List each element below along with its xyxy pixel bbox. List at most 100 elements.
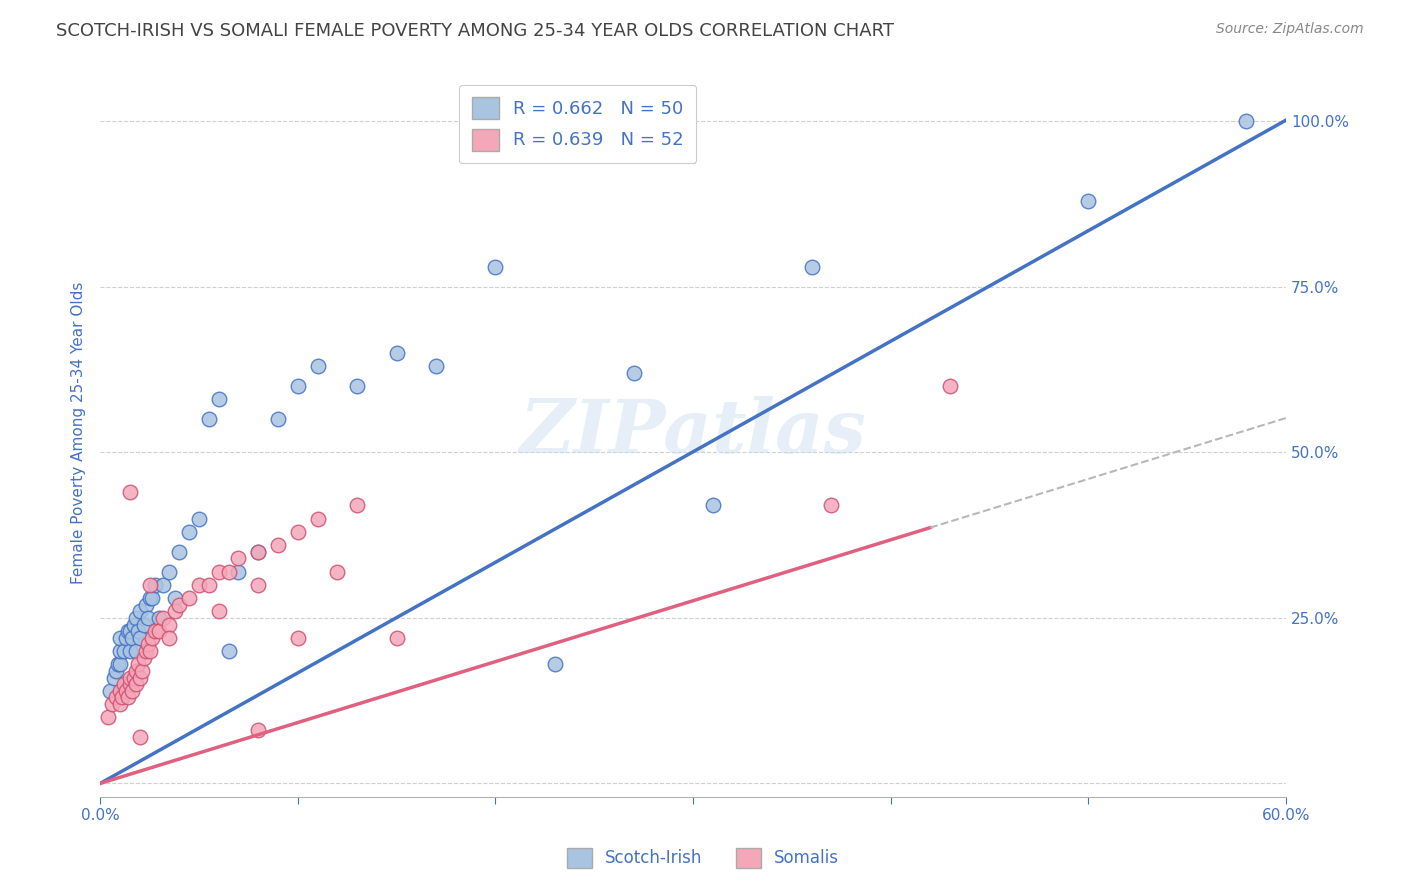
Legend: Scotch-Irish, Somalis: Scotch-Irish, Somalis bbox=[560, 841, 846, 875]
Point bbox=[108, 631, 131, 645]
Point bbox=[247, 578, 270, 592]
Point bbox=[208, 604, 231, 618]
Point bbox=[800, 260, 823, 274]
Point bbox=[165, 591, 187, 606]
Point bbox=[623, 366, 645, 380]
Point bbox=[138, 644, 160, 658]
Point bbox=[385, 631, 408, 645]
Point bbox=[112, 644, 135, 658]
Point bbox=[121, 683, 143, 698]
Point bbox=[121, 631, 143, 645]
Point bbox=[287, 379, 309, 393]
Point bbox=[104, 664, 127, 678]
Point bbox=[287, 631, 309, 645]
Point bbox=[167, 598, 190, 612]
Point bbox=[148, 611, 170, 625]
Legend: R = 0.662   N = 50, R = 0.639   N = 52: R = 0.662 N = 50, R = 0.639 N = 52 bbox=[458, 85, 696, 163]
Point bbox=[165, 604, 187, 618]
Point bbox=[157, 565, 180, 579]
Point bbox=[177, 524, 200, 539]
Point bbox=[98, 683, 121, 698]
Point bbox=[135, 644, 157, 658]
Point bbox=[702, 499, 724, 513]
Point bbox=[135, 598, 157, 612]
Point bbox=[127, 624, 149, 639]
Point bbox=[138, 591, 160, 606]
Point bbox=[247, 545, 270, 559]
Point bbox=[218, 565, 240, 579]
Point bbox=[128, 671, 150, 685]
Point bbox=[128, 730, 150, 744]
Point bbox=[125, 611, 148, 625]
Point bbox=[108, 683, 131, 698]
Point bbox=[118, 485, 141, 500]
Point bbox=[152, 611, 174, 625]
Y-axis label: Female Poverty Among 25-34 Year Olds: Female Poverty Among 25-34 Year Olds bbox=[72, 281, 86, 583]
Point bbox=[208, 392, 231, 407]
Text: SCOTCH-IRISH VS SOMALI FEMALE POVERTY AMONG 25-34 YEAR OLDS CORRELATION CHART: SCOTCH-IRISH VS SOMALI FEMALE POVERTY AM… bbox=[56, 22, 894, 40]
Point bbox=[544, 657, 567, 672]
Point bbox=[187, 578, 209, 592]
Point bbox=[148, 624, 170, 639]
Point bbox=[346, 499, 368, 513]
Point bbox=[136, 637, 159, 651]
Point bbox=[218, 644, 240, 658]
Point bbox=[125, 664, 148, 678]
Point bbox=[287, 524, 309, 539]
Point bbox=[198, 578, 221, 592]
Point bbox=[108, 644, 131, 658]
Point bbox=[425, 359, 447, 374]
Point bbox=[136, 611, 159, 625]
Point bbox=[132, 650, 155, 665]
Point bbox=[267, 412, 290, 426]
Point bbox=[820, 499, 842, 513]
Point bbox=[267, 538, 290, 552]
Point bbox=[228, 565, 250, 579]
Point bbox=[141, 591, 163, 606]
Point bbox=[228, 551, 250, 566]
Point bbox=[138, 578, 160, 592]
Point bbox=[1236, 114, 1258, 128]
Point bbox=[104, 690, 127, 705]
Point bbox=[307, 511, 329, 525]
Text: Source: ZipAtlas.com: Source: ZipAtlas.com bbox=[1216, 22, 1364, 37]
Point bbox=[118, 671, 141, 685]
Point bbox=[112, 677, 135, 691]
Point bbox=[346, 379, 368, 393]
Point bbox=[97, 710, 120, 724]
Point bbox=[208, 565, 231, 579]
Point bbox=[385, 346, 408, 360]
Point bbox=[111, 690, 134, 705]
Point bbox=[118, 624, 141, 639]
Point bbox=[125, 677, 148, 691]
Point bbox=[187, 511, 209, 525]
Point bbox=[939, 379, 962, 393]
Point bbox=[101, 697, 124, 711]
Point bbox=[125, 644, 148, 658]
Point bbox=[152, 578, 174, 592]
Point bbox=[107, 657, 129, 672]
Point bbox=[131, 664, 153, 678]
Point bbox=[157, 631, 180, 645]
Point bbox=[117, 624, 139, 639]
Point bbox=[177, 591, 200, 606]
Point bbox=[117, 690, 139, 705]
Point bbox=[1077, 194, 1099, 208]
Point bbox=[145, 624, 167, 639]
Point bbox=[108, 697, 131, 711]
Point bbox=[108, 657, 131, 672]
Point bbox=[247, 723, 270, 738]
Text: ZIPatlas: ZIPatlas bbox=[520, 396, 866, 469]
Point bbox=[167, 545, 190, 559]
Point bbox=[145, 578, 167, 592]
Point bbox=[103, 671, 125, 685]
Point bbox=[484, 260, 506, 274]
Point bbox=[122, 671, 145, 685]
Point bbox=[127, 657, 149, 672]
Point bbox=[118, 644, 141, 658]
Point bbox=[132, 617, 155, 632]
Point bbox=[128, 631, 150, 645]
Point bbox=[114, 631, 136, 645]
Point bbox=[128, 604, 150, 618]
Point bbox=[122, 617, 145, 632]
